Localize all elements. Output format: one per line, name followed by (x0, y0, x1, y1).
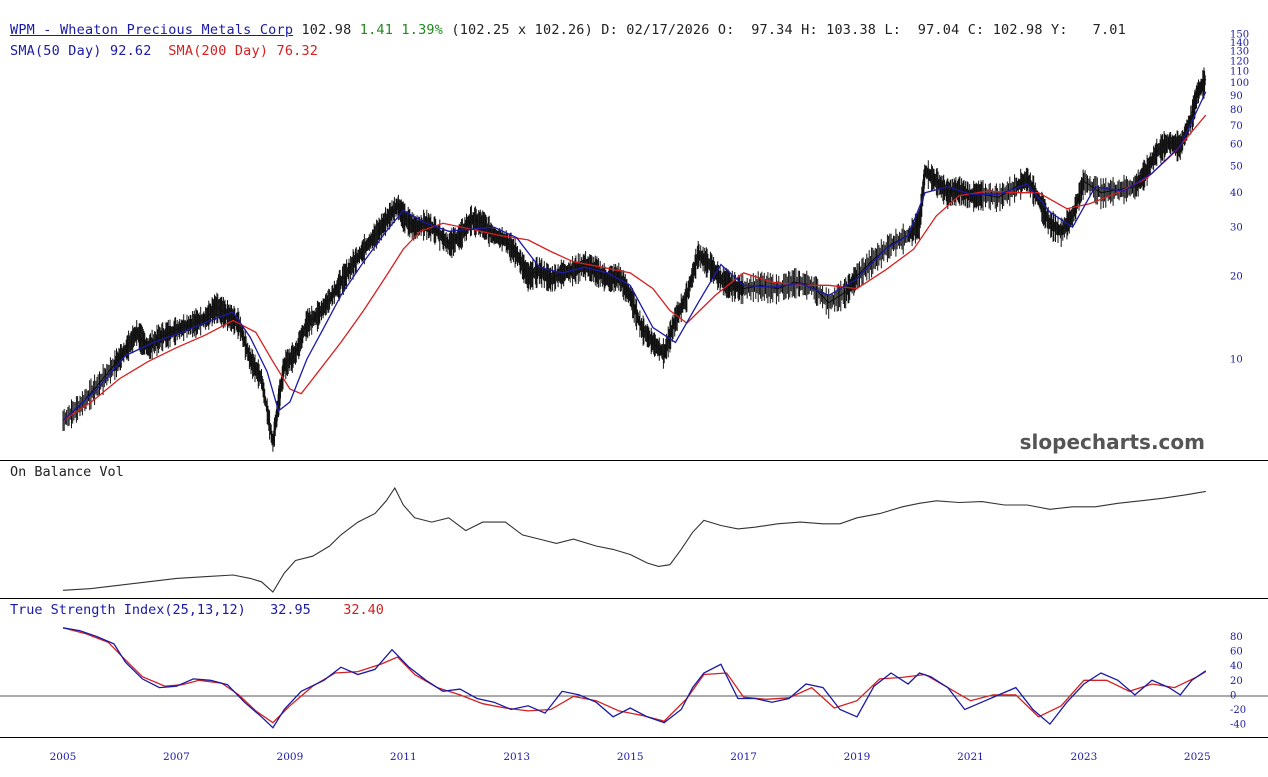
open-label: O: 97.34 (717, 22, 793, 38)
sma200-label[interactable]: SMA(200 Day) (168, 43, 269, 59)
sma50-series-line (62, 91, 1207, 421)
yield-label: Y: 7.01 (1051, 22, 1126, 38)
price-y-tick-label: 50 (1230, 161, 1243, 172)
sma200-value: 76.32 (276, 43, 319, 59)
sma200-series-line (62, 114, 1207, 422)
price-y-tick-label: 120 (1230, 56, 1249, 67)
x-tick-label: 2019 (844, 751, 871, 763)
x-tick-label: 2013 (503, 751, 530, 763)
obv-title[interactable]: On Balance Vol (10, 464, 124, 480)
price-y-tick-label: 130 (1230, 47, 1249, 58)
low-label: L: 97.04 (884, 22, 960, 38)
tsi-header: True Strength Index(25,13,12) 32.95 32.4… (10, 602, 384, 618)
tsi-value: 32.95 (270, 602, 311, 618)
tsi-y-tick-label: 20 (1230, 676, 1243, 687)
sma50-value: 92.62 (109, 43, 152, 59)
tsi-label[interactable]: True Strength Index(25,13,12) (10, 602, 246, 618)
x-tick-label: 2023 (1071, 751, 1098, 763)
tsi-y-tick-label: 80 (1230, 632, 1243, 643)
price-change-pct: 1.39% (401, 22, 444, 38)
price-y-tick-label: 140 (1230, 38, 1249, 49)
price-y-tick-label: 20 (1230, 271, 1243, 282)
price-y-tick-label: 150 (1230, 30, 1249, 41)
price-bars-layer (62, 67, 1206, 452)
x-tick-label: 2011 (390, 751, 417, 763)
obv-series-line (62, 486, 1206, 593)
tsi-y-tick-label: -20 (1230, 705, 1246, 716)
header-indicator-line: SMA(50 Day) 92.62 SMA(200 Day) 76.32 (10, 43, 318, 59)
header-quote-line: WPM - Wheaton Precious Metals Corp 102.9… (10, 22, 1126, 38)
tsi-y-tick-label: 40 (1230, 661, 1243, 672)
price-y-tick-label: 100 (1230, 78, 1249, 89)
price-y-tick-label: 90 (1230, 91, 1243, 102)
tsi-y-tick-label: 0 (1230, 690, 1236, 701)
price-y-tick-label: 110 (1230, 67, 1249, 78)
symbol-link[interactable]: WPM - Wheaton Precious Metals Corp (10, 22, 294, 38)
tsi-y-axis: 80 60 40 20 0 -20 -40 (1230, 632, 1246, 731)
price-y-tick-label: 60 (1230, 140, 1243, 151)
tsi-signal-value: 32.40 (343, 602, 384, 618)
sma50-label[interactable]: SMA(50 Day) (10, 43, 102, 59)
price-y-tick-label: 40 (1230, 188, 1243, 199)
tsi-y-tick-label: -40 (1230, 720, 1246, 731)
price-series-line (62, 78, 1207, 443)
x-tick-label: 2025 (1184, 751, 1211, 763)
price-y-tick-label: 80 (1230, 105, 1243, 116)
price-change: 1.41 (359, 22, 394, 38)
tsi-y-tick-label: 60 (1230, 647, 1243, 658)
x-tick-label: 2005 (50, 751, 77, 763)
close-label: C: 102.98 (967, 22, 1043, 38)
tsi-signal-line (62, 627, 1207, 724)
x-tick-label: 2021 (957, 751, 984, 763)
watermark: slopecharts.com (1020, 430, 1205, 454)
date-label: D: 02/17/2026 (601, 22, 710, 38)
high-label: H: 103.38 (801, 22, 877, 38)
x-tick-label: 2009 (277, 751, 304, 763)
price-y-tick-label: 10 (1230, 355, 1243, 366)
x-axis: 2005 2007 2009 2011 2013 2015 2017 2019 2021 2023… (50, 751, 1211, 763)
tsi-line (62, 627, 1207, 729)
x-tick-label: 2015 (617, 751, 644, 763)
bid-ask: (102.25 x 102.26) (451, 22, 593, 38)
price-y-tick-label: 70 (1230, 121, 1243, 132)
last-price: 102.98 (301, 22, 352, 38)
price-y-tick-label: 30 (1230, 223, 1243, 234)
x-tick-label: 2017 (730, 751, 757, 763)
x-tick-label: 2007 (163, 751, 190, 763)
